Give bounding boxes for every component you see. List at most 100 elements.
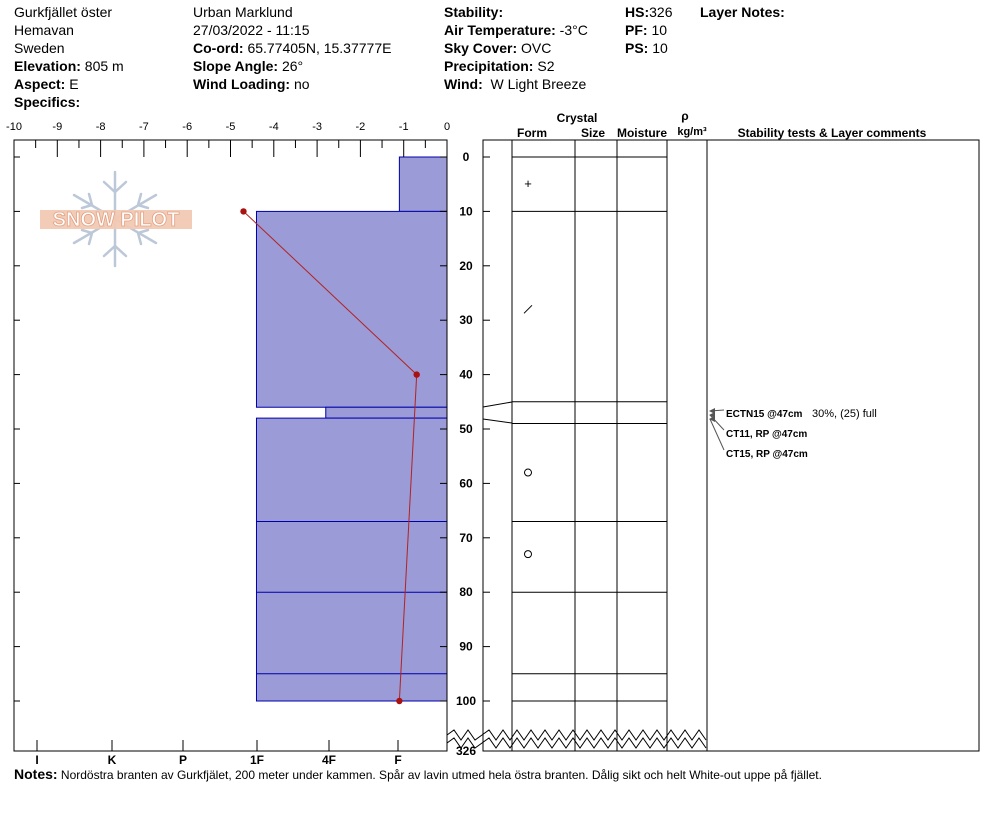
air-temp-label: Air Temperature: [444,22,556,38]
crystal-form-round-icon [524,468,532,477]
hardness-layer [255,210,448,408]
sky-cover-label: Sky Cover: [444,40,518,56]
hardness-tick-label: F [394,753,401,765]
depth-tick-label: 80 [459,585,473,599]
pf-value: 10 [651,22,668,38]
aspect-label: Aspect: [14,76,66,92]
logo-text: SNOW PILOT [53,209,180,231]
temperature-tick-label: -7 [139,121,149,133]
coord-field: Co-ord: 65.77405N, 15.37777E [193,39,391,57]
layer-table-columns [511,140,708,751]
country-name: Sweden [14,40,65,56]
elevation-field: Elevation: 805 m [14,57,124,75]
specifics-field: Specifics: [14,93,80,111]
temperature-tick-label: -9 [52,121,62,133]
hs-label: HS: [625,4,650,20]
temperature-tick-label: -10 [6,121,22,133]
temperature-tick-label: -1 [399,121,409,133]
crystal-form-faceted-icon [523,304,533,314]
hardness-tick-label: 4F [322,753,336,765]
depth-tick-label: 40 [459,368,473,382]
air-temp-value: -3°C [559,22,588,38]
layer-boundaries [482,156,667,702]
layer-table-headers: Crystal Form Size Moisture ρ kg/m³ Stabi… [517,109,927,140]
stability-label: Stability: [444,4,504,20]
depth-tick-label: 90 [459,640,473,654]
temperature-tick-label: -5 [226,121,236,133]
ps-value: 10 [652,40,668,56]
hardness-tick-label: I [35,753,38,765]
depth-tick-label: 20 [459,259,473,273]
stability-test-pointer [709,418,725,451]
depth-tick-label: 60 [459,476,473,490]
stability-test-arrow-icon [709,412,715,418]
wind-loading-label: Wind Loading: [193,76,291,92]
temperature-point [413,371,420,378]
wind-loading-value: no [293,76,310,92]
size-header: Size [581,126,605,140]
crystal-form-symbol: + [524,176,532,191]
temperature-tick-label: -4 [269,121,279,133]
density-unit-header: kg/m³ [677,126,707,138]
observer-name: Urban Marklund [193,4,293,20]
crystal-forms: + [523,176,533,559]
stability-test-result: 30%, (25) full [812,408,877,420]
hardness-tick-label: P [179,753,187,765]
pf-field: PF: 10 [625,21,667,39]
notes-field: Notes: Nordöstra branten av Gurkfjälet, … [14,766,822,782]
temperature-tick-label: -2 [356,121,366,133]
precip-value: S2 [537,58,555,74]
temperature-tick-label: -6 [182,121,192,133]
slope-field: Slope Angle: 26° [193,57,303,75]
precip-label: Precipitation: [444,58,534,74]
wind-loading-field: Wind Loading: no [193,75,310,93]
hardness-layers [255,156,448,702]
stability-test-arrow-icon [709,408,715,414]
hardness-layer [325,406,448,419]
precip-field: Precipitation: S2 [444,57,554,75]
elevation-value: 805 m [84,58,124,74]
comments-header: Stability tests & Layer comments [738,126,927,140]
specifics-label: Specifics: [14,94,81,110]
temperature-profile [240,208,420,705]
layer-notes-field: Layer Notes: [700,3,785,21]
hs-value: 326 [649,4,673,20]
depth-tick-label: 30 [459,313,473,327]
location-name: Gurkfjället öster [14,4,113,20]
temperature-axis: -10 -9 -8 -7 -6 -5 -4 -3 -2 -1 0 [6,121,450,157]
pf-label: PF: [625,22,648,38]
depth-tick-label: 70 [459,531,473,545]
elevation-label: Elevation: [14,58,81,74]
hardness-layer [398,156,448,212]
stability-test-label: CT11, RP @47cm [726,429,807,440]
hardness-tick-label: K [108,753,117,765]
rho-header: ρ [681,109,688,123]
aspect-value: E [69,76,79,92]
aspect-field: Aspect: E [14,75,79,93]
observation-datetime: 27/03/2022 - 11:15 [193,22,310,38]
hardness-tick-label: 1F [250,753,264,765]
layer-table-frame [482,139,980,752]
wind-value: W Light Breeze [490,76,587,92]
wind-label: Wind: [444,76,483,92]
boundary-connector [482,418,513,424]
temperature-tick-label: -8 [96,121,106,133]
stability-test-label: CT15, RP @47cm [726,449,808,460]
temperature-point [240,208,247,215]
sky-cover-field: Sky Cover: OVC [444,39,551,57]
hardness-layer-lines [256,520,447,675]
wind-field: Wind: W Light Breeze [444,75,586,93]
temperature-tick-label: 0 [444,121,450,133]
temperature-point [396,697,403,705]
crystal-form-round-icon [524,550,532,559]
notes-text: Nordöstra branten av Gurkfjälet, 200 met… [60,768,822,782]
region-name: Hemavan [14,22,74,38]
slope-value: 26° [281,58,304,74]
hs-field: HS:326 [625,3,672,21]
crystal-header: Crystal [557,111,598,125]
air-temp-field: Air Temperature: -3°C [444,21,588,39]
stability-test-label: ECTN15 @47cm [726,409,803,420]
moisture-header: Moisture [617,126,667,140]
boundary-connector [482,401,513,408]
